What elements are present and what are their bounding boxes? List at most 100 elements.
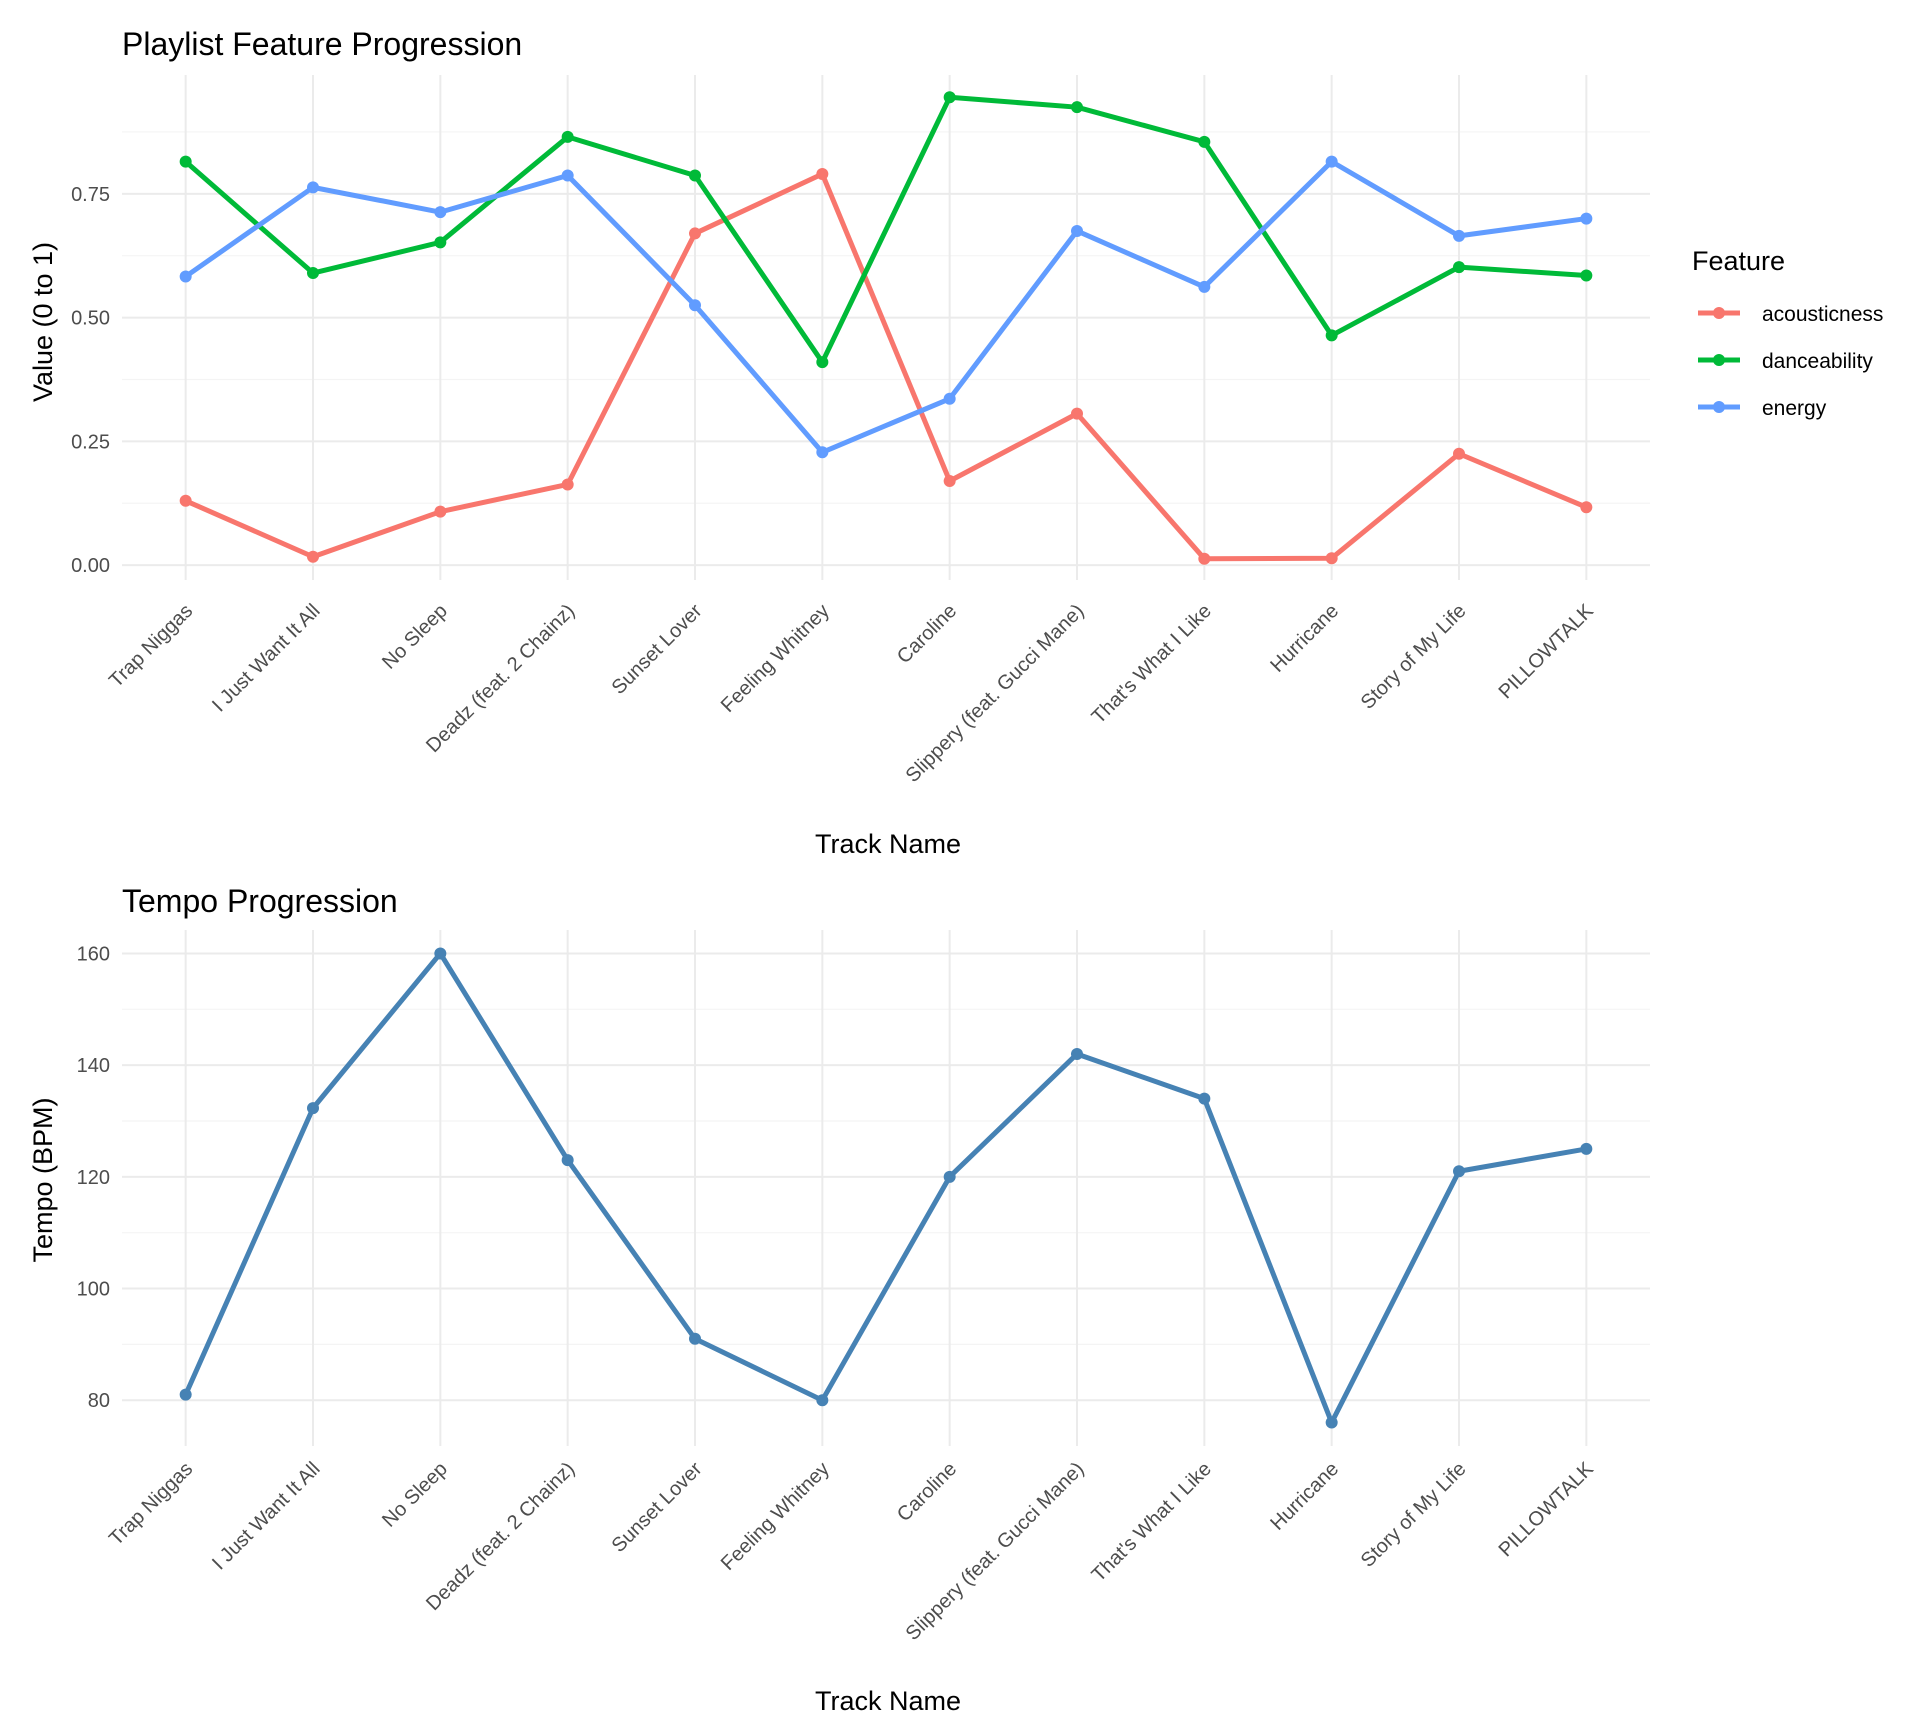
data-point (1325, 155, 1338, 168)
data-point (689, 299, 701, 312)
data-point (689, 1332, 701, 1345)
y-tick-label: 0.50 (71, 308, 110, 330)
data-point (1453, 447, 1465, 460)
x-tick-label: That's What I Like (1088, 1458, 1216, 1586)
y-tick-label: 100 (77, 1279, 110, 1301)
legend-key-point (1713, 401, 1725, 413)
feature-chart-title: Playlist Feature Progression (122, 26, 522, 62)
feature-x-axis-title: Track Name (815, 829, 961, 859)
x-tick-label: Hurricane (1266, 600, 1343, 677)
data-point (1071, 407, 1083, 420)
data-point (689, 227, 701, 240)
y-tick-label: 0.00 (71, 555, 110, 577)
x-tick-label: Feeling Whitney (717, 1458, 834, 1575)
tempo-progression-panel: Tempo Progression 80 100 120 140 160 Trap Ni… (28, 883, 1650, 1716)
data-point (816, 446, 829, 459)
data-point (434, 947, 447, 960)
legend-key-point (1713, 307, 1725, 319)
data-point (816, 1394, 829, 1407)
data-point (1453, 229, 1465, 242)
feature-legend: Feature acousticness danceability energy (1692, 246, 1883, 420)
data-point (434, 236, 447, 249)
data-point (1580, 501, 1593, 514)
data-point (307, 550, 319, 563)
data-point (1198, 552, 1211, 565)
tempo-x-axis-title: Track Name (815, 1686, 961, 1716)
data-point (816, 168, 829, 181)
data-point (1198, 1092, 1211, 1105)
x-tick-label: Caroline (893, 1458, 961, 1526)
x-tick-label: Feeling Whitney (717, 600, 834, 717)
series-line (184, 159, 1587, 455)
data-point (1325, 1416, 1338, 1429)
data-point (1198, 135, 1211, 148)
y-tick-label: 80 (88, 1390, 110, 1412)
data-point (307, 181, 319, 194)
x-tick-label: Trap Niggas (105, 1458, 197, 1550)
data-point (179, 494, 192, 507)
y-tick-label: 160 (77, 943, 110, 965)
data-point (816, 356, 829, 369)
x-tick-label: Caroline (893, 600, 961, 668)
data-point (561, 1154, 574, 1167)
x-tick-label: No Sleep (378, 600, 452, 674)
x-tick-label: I Just Want It All (208, 1458, 324, 1574)
y-tick-label: 120 (77, 1167, 110, 1189)
data-point (1325, 329, 1338, 342)
data-point (179, 155, 192, 168)
data-point (943, 392, 956, 405)
y-tick-label: 0.75 (71, 184, 110, 206)
series-line (183, 950, 1587, 1426)
x-tick-label: Sunset Lover (608, 600, 707, 699)
data-point (1071, 1047, 1083, 1060)
x-tick-label: Story of My Life (1357, 1458, 1471, 1572)
data-point (1580, 1142, 1593, 1155)
feature-y-axis-title: Value (0 to 1) (28, 242, 58, 402)
series-line (184, 94, 1587, 365)
data-point (943, 474, 956, 487)
tempo-chart-title: Tempo Progression (122, 883, 398, 919)
series-line (184, 171, 1588, 562)
data-point (179, 270, 192, 283)
data-point (943, 91, 956, 104)
legend-label: acousticness (1762, 303, 1883, 326)
data-point (1198, 280, 1211, 293)
data-point (179, 1388, 192, 1401)
x-tick-label: PILLOWTALK (1495, 600, 1599, 704)
data-point (1071, 101, 1083, 114)
data-point (434, 206, 447, 219)
legend-label: danceability (1762, 350, 1873, 373)
feature-progression-panel: Playlist Feature Progression 0.00 0.25 0.5… (28, 26, 1883, 859)
tempo-y-axis-title: Tempo (BPM) (28, 1097, 58, 1262)
data-point (1580, 212, 1593, 225)
x-tick-label: Hurricane (1266, 1458, 1343, 1535)
x-tick-label: I Just Want It All (208, 600, 324, 716)
data-point (1453, 261, 1465, 274)
data-point (1580, 269, 1593, 282)
data-point (307, 1102, 319, 1115)
x-tick-label: PILLOWTALK (1495, 1458, 1599, 1562)
data-point (943, 1170, 956, 1183)
legend-title: Feature (1692, 246, 1785, 276)
x-tick-label: Sunset Lover (608, 1458, 707, 1557)
data-point (689, 169, 701, 182)
x-tick-label: Deadz (feat. 2 Chainz) (422, 600, 579, 757)
y-tick-label: 0.25 (71, 431, 110, 453)
x-tick-label: No Sleep (378, 1458, 452, 1532)
x-tick-label: Deadz (feat. 2 Chainz) (422, 1458, 579, 1615)
x-tick-label: Trap Niggas (105, 600, 197, 692)
data-point (561, 169, 574, 182)
data-point (1325, 552, 1338, 565)
x-tick-label: That's What I Like (1088, 600, 1216, 728)
data-point (434, 505, 447, 518)
data-point (561, 130, 574, 143)
data-point (307, 267, 319, 280)
y-tick-label: 140 (77, 1055, 110, 1077)
legend-key-point (1713, 354, 1725, 366)
legend-label: energy (1762, 397, 1827, 420)
data-point (561, 478, 574, 491)
data-point (1071, 224, 1083, 237)
data-point (1453, 1165, 1465, 1178)
x-tick-label: Story of My Life (1357, 600, 1471, 714)
